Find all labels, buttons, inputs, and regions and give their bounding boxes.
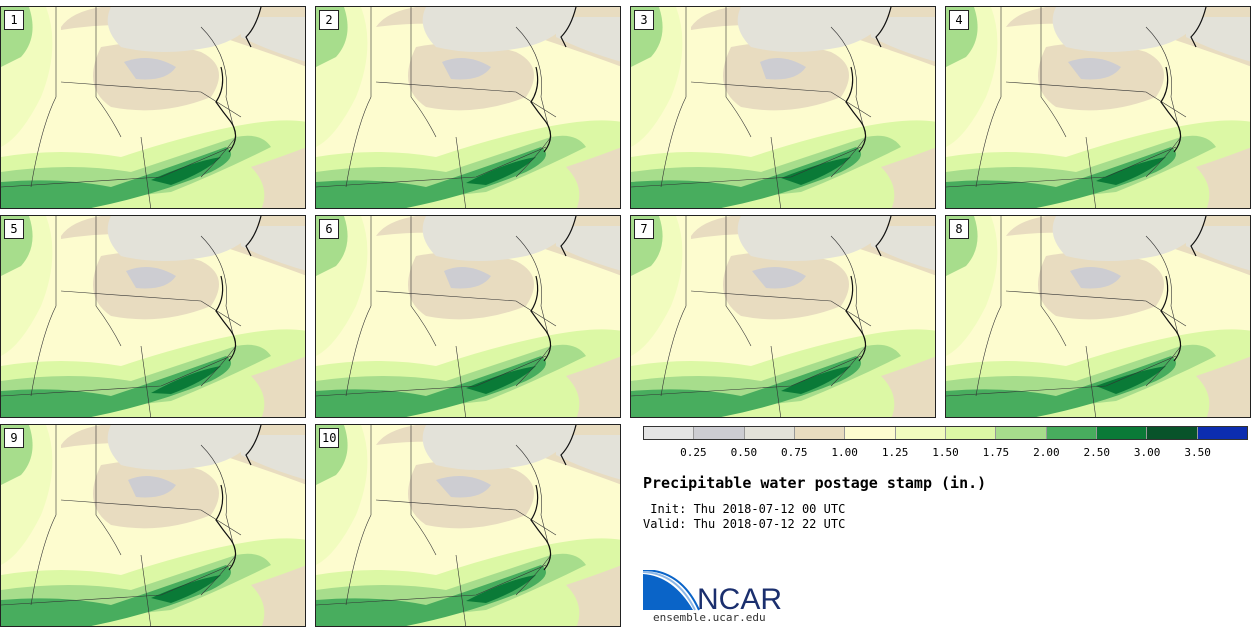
valid-time: Valid: Thu 2018-07-12 22 UTC xyxy=(643,517,846,531)
ncar-logo-text: NCAR xyxy=(697,583,782,614)
colorbar-tick-label: 3.00 xyxy=(1133,446,1161,459)
colorbar-tick-label: 0.25 xyxy=(680,446,707,459)
stamp-number: 1 xyxy=(4,10,24,30)
ncar-logo: NCAR xyxy=(642,569,803,616)
init-time: Init: Thu 2018-07-12 00 UTC xyxy=(643,502,846,516)
stamp-map-6: 6 xyxy=(315,215,621,418)
colorbar-segment xyxy=(1096,427,1148,439)
colorbar-tick-label: 2.50 xyxy=(1083,446,1111,459)
colorbar xyxy=(643,426,1248,440)
colorbar-segment xyxy=(644,427,695,439)
stamp-map-4: 4 xyxy=(945,6,1251,209)
stamp-map-7: 7 xyxy=(630,215,936,418)
stamp-number: 3 xyxy=(634,10,654,30)
colorbar-tick-label: 1.25 xyxy=(881,446,909,459)
stamp-number: 2 xyxy=(319,10,339,30)
website-url: ensemble.ucar.edu xyxy=(653,611,766,624)
colorbar-tick-label: 3.50 xyxy=(1184,446,1211,459)
colorbar-segment xyxy=(1147,427,1198,439)
colorbar-tick-label: 2.00 xyxy=(1033,446,1060,459)
stamp-map-3: 3 xyxy=(630,6,936,209)
stamp-map-10: 10 xyxy=(315,424,621,627)
colorbar-tick-label: 1.50 xyxy=(932,446,959,459)
stamp-number: 6 xyxy=(319,219,339,239)
colorbar-segment xyxy=(1046,427,1097,439)
stamp-map-9: 9 xyxy=(0,424,306,627)
colorbar-segment xyxy=(845,427,896,439)
stamp-map-8: 8 xyxy=(945,215,1251,418)
stamp-number: 10 xyxy=(319,428,340,448)
colorbar-segment xyxy=(1197,427,1247,439)
colorbar-tick-label: 0.50 xyxy=(730,446,758,459)
colorbar-tick-label: 1.00 xyxy=(831,446,858,459)
colorbar-segment xyxy=(895,427,946,439)
chart-title: Precipitable water postage stamp (in.) xyxy=(643,474,987,492)
colorbar-tick-label: 0.75 xyxy=(781,446,808,459)
stamp-number: 9 xyxy=(4,428,24,448)
colorbar-segment xyxy=(794,427,846,439)
stamp-number: 7 xyxy=(634,219,654,239)
stamp-number: 8 xyxy=(949,219,969,239)
stamp-map-1: 1 xyxy=(0,6,306,209)
colorbar-segment xyxy=(744,427,795,439)
colorbar-segment xyxy=(694,427,745,439)
stamp-map-5: 5 xyxy=(0,215,306,418)
stamp-number: 5 xyxy=(4,219,24,239)
colorbar-segment xyxy=(996,427,1047,439)
colorbar-tick-label: 1.75 xyxy=(982,446,1010,459)
stamp-number: 4 xyxy=(949,10,969,30)
stamp-map-2: 2 xyxy=(315,6,621,209)
colorbar-segment xyxy=(945,427,997,439)
